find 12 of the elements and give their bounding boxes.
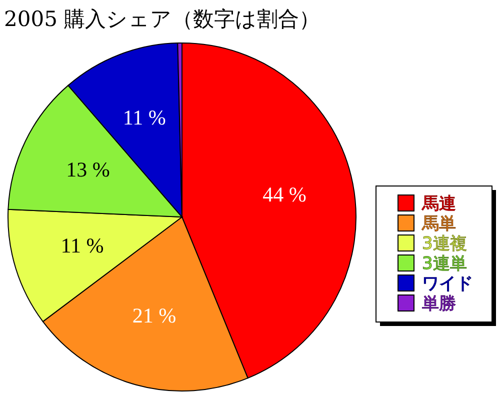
chart-title: 2005 購入シェア（数字は割合） [4, 7, 320, 31]
legend-label: 3連単 [422, 254, 467, 274]
data-label: 44 % [262, 182, 306, 207]
data-label: 11 % [60, 234, 104, 258]
legend-label: 3連複 [422, 234, 467, 254]
data-label: 11 % [122, 105, 166, 130]
legend-label: 単勝 [422, 294, 456, 314]
legend-label: 馬単 [421, 214, 456, 234]
data-label: 21 % [132, 303, 176, 328]
legend-label: 馬連 [421, 194, 456, 214]
data-label: 13 % [66, 157, 110, 182]
legend-label: ワイド [422, 274, 473, 294]
